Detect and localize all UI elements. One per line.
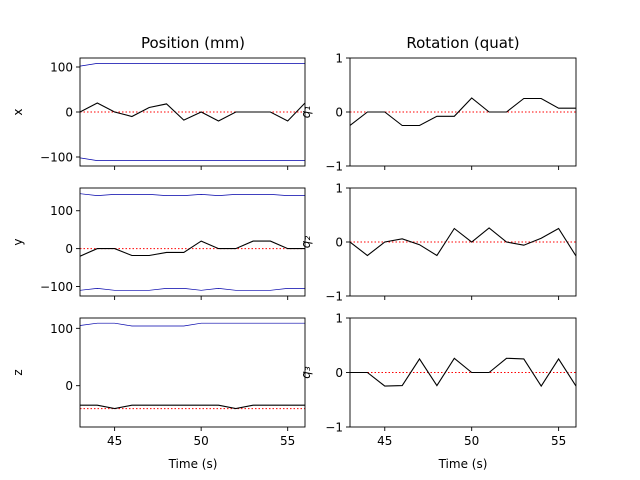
position-z-ylabel: z [11,369,25,375]
rotation-q3-xtick-label: 50 [464,434,479,448]
position-z-xtick-label: 55 [280,434,295,448]
position-z-signal-line [80,404,305,410]
position-x-ytick-label: −100 [40,151,73,165]
rotation-q3-xtick-label: 45 [377,434,392,448]
rotation-q3-ytick-label: 1 [335,312,343,326]
rotation-q2-panel: −1 0 1 q₂ [299,182,577,304]
position-x-ytick-label: 0 [65,106,73,120]
position-y-axes-frame [79,187,306,297]
position-x-signal-line [80,102,305,122]
rotation-q3-panel: −1 0 1 45 50 55 q₃ [299,312,577,448]
rotation-q1-panel: −1 0 1 q₁ [299,52,577,174]
position-y-ylabel: y [11,238,25,245]
rotation-q1-ylabel: q₁ [299,106,313,119]
position-y-lower-bound-line [80,288,305,291]
position-z-panel: 0 100 45 50 55 z [11,317,306,448]
position-x-panel: −100 0 100 x [11,57,306,170]
position-y-ytick-label: −100 [40,280,73,294]
position-x-ytick-label: 100 [50,61,73,75]
position-z-xtick-label: 50 [194,434,209,448]
rotation-q3-ytick-label: 0 [335,366,343,380]
position-y-ytick-label: 100 [50,204,73,218]
position-z-xtick-label: 45 [107,434,122,448]
rotation-q2-ylabel: q₂ [299,236,313,249]
position-x-lower-bound-line [80,157,305,161]
position-x-upper-bound-line [80,63,305,67]
rotation-q3-ytick-label: −1 [325,421,343,435]
position-x-ylabel: x [11,108,25,115]
position-title: Position (mm) [141,34,245,52]
rotation-q1-ytick-label: 1 [335,52,343,66]
position-y-upper-bound-line [80,193,305,196]
rotation-q2-ytick-label: 0 [335,236,343,250]
subplot-grid: −100 0 100 x −100 0 100 y 0 100 45 50 55 z −1 0 1 q₁ −1 0 1 q… [11,52,577,448]
position-y-panel: −100 0 100 y [11,187,306,300]
rotation-q1-ytick-label: −1 [325,160,343,174]
rotation-q2-ytick-label: −1 [325,290,343,304]
rotation-q3-ylabel: q₃ [299,366,313,379]
rotation-q2-ytick-label: 1 [335,182,343,196]
rotation-q3-signal-line [350,357,576,388]
right-xlabel: Time (s) [438,457,488,471]
position-z-upper-bound-line [80,322,305,327]
rotation-q2-signal-line [350,227,576,257]
rotation-q3-xtick-label: 55 [551,434,566,448]
rotation-q1-ytick-label: 0 [335,106,343,120]
position-y-ytick-label: 0 [65,242,73,256]
rotation-q1-signal-line [350,97,576,127]
position-z-ytick-label: 0 [65,379,73,393]
position-z-ytick-label: 100 [50,322,73,336]
rotation-title: Rotation (quat) [406,34,519,52]
left-xlabel: Time (s) [168,457,218,471]
position-y-signal-line [80,240,305,257]
position-z-axes-frame [79,317,306,428]
